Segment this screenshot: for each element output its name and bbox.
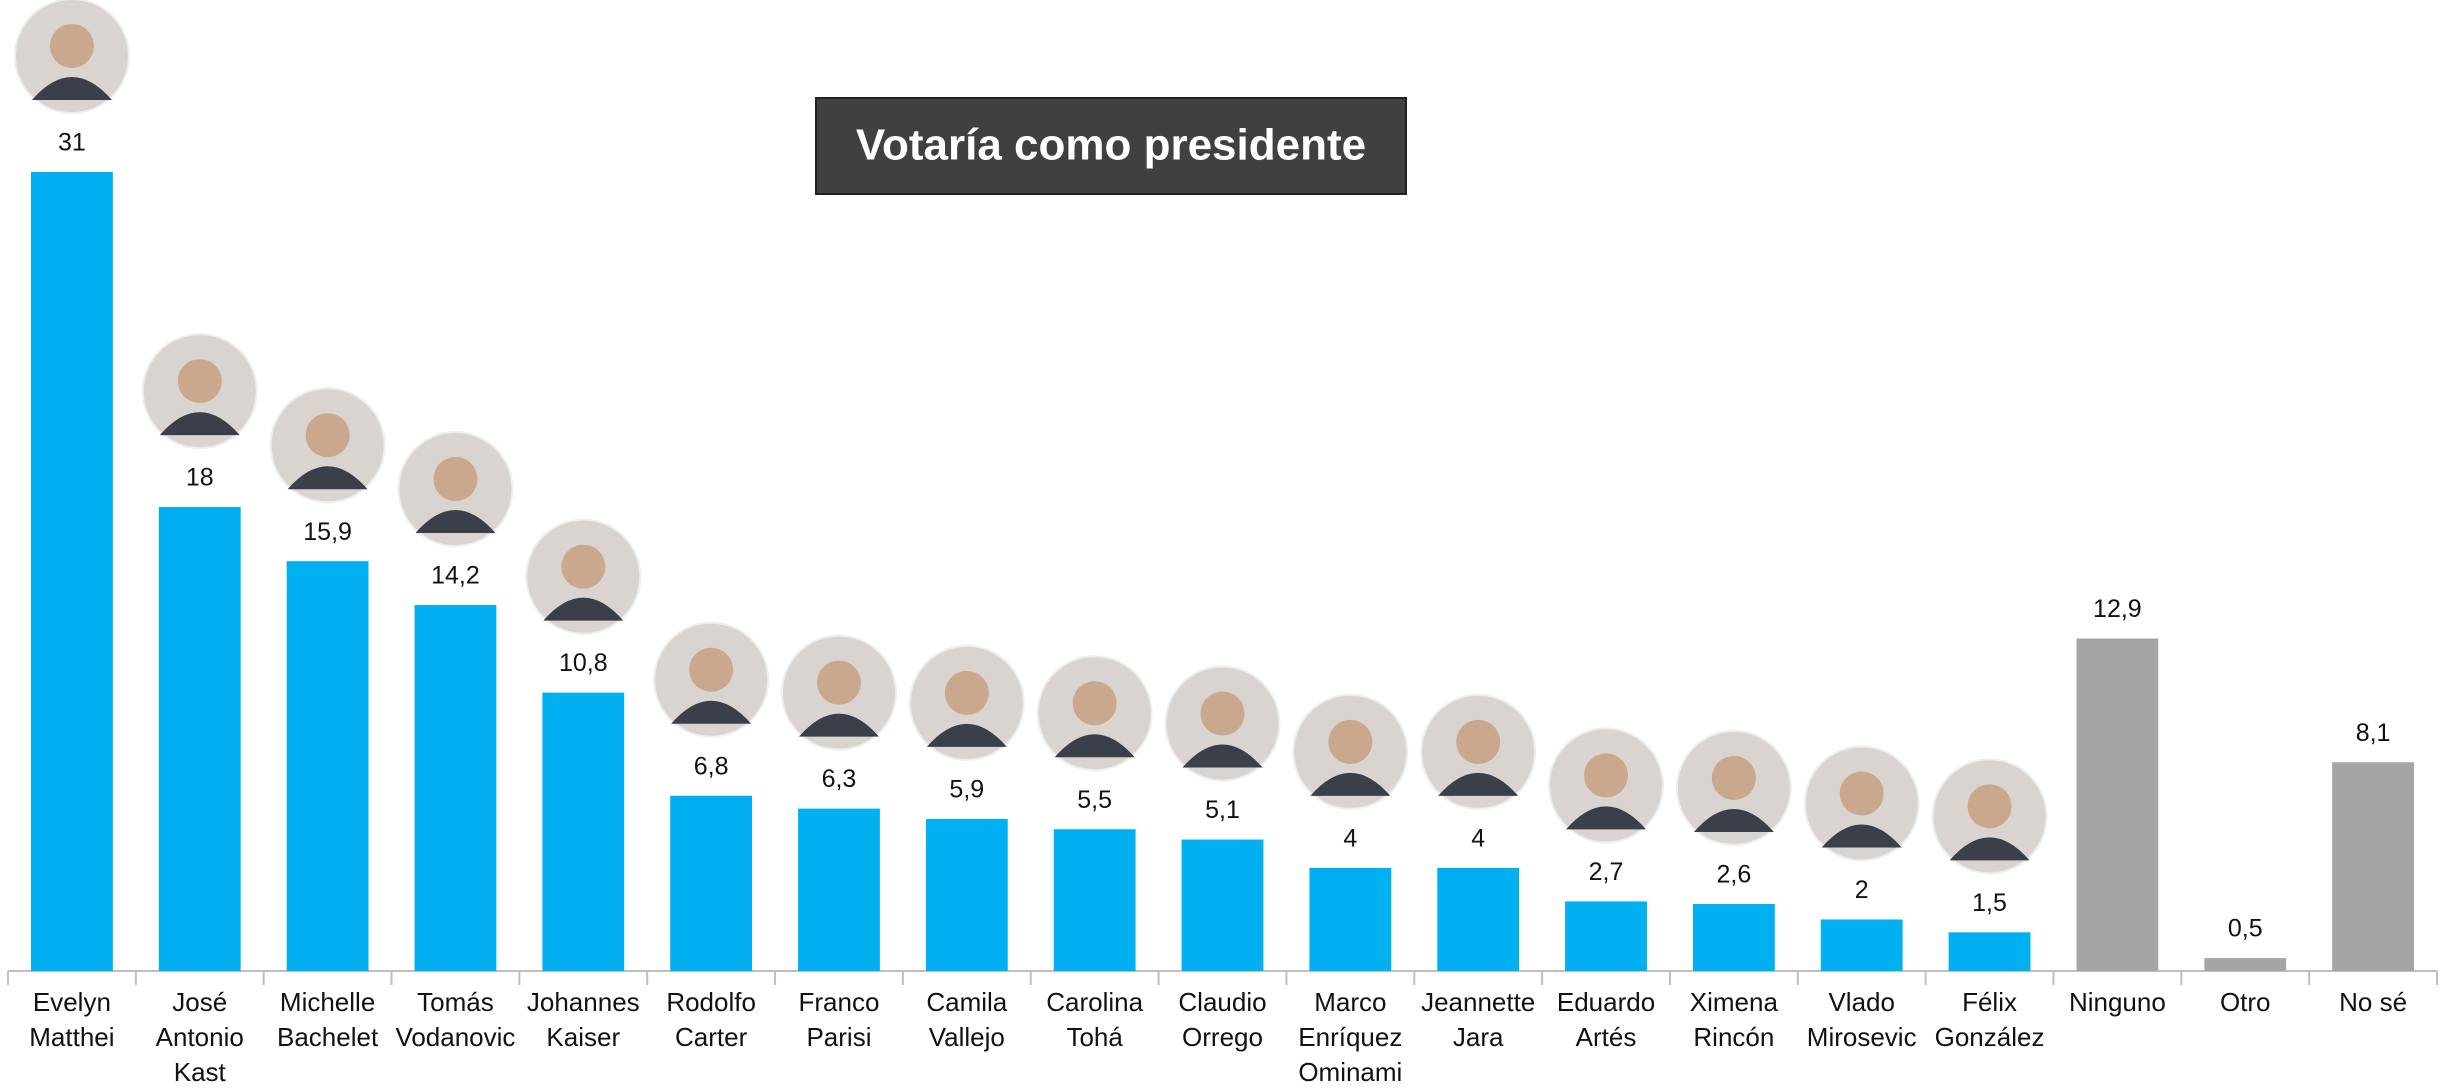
- photo-head: [689, 648, 733, 692]
- x-tick-label: Jeannette Jara: [1416, 985, 1540, 1055]
- x-tick-label: Michelle Bachelet: [266, 985, 390, 1055]
- bar: [1309, 868, 1391, 971]
- value-label: 14,2: [431, 562, 480, 590]
- bar: [287, 561, 369, 971]
- photo-head: [1584, 753, 1628, 797]
- x-tick-label: Evelyn Matthei: [10, 985, 134, 1055]
- x-tick-label: Félix González: [1928, 985, 2052, 1055]
- bar: [1821, 919, 1903, 971]
- x-tick-label: Marco Enríquez Ominami: [1288, 985, 1412, 1090]
- photo-head: [945, 671, 989, 715]
- value-label: 18: [186, 464, 214, 492]
- x-tick-label: Ninguno: [2055, 985, 2179, 1020]
- value-label: 5,9: [949, 776, 984, 804]
- x-tick-label: Otro: [2183, 985, 2307, 1020]
- bar: [1437, 868, 1519, 971]
- bar: [415, 605, 497, 971]
- bar: [1054, 829, 1136, 971]
- photo-head: [1201, 692, 1245, 736]
- photo-head: [1840, 771, 1884, 815]
- value-label: 0,5: [2228, 915, 2263, 943]
- value-label: 31: [58, 129, 86, 157]
- photo-head: [817, 661, 861, 705]
- value-label: 2,7: [1589, 858, 1624, 886]
- bar: [2076, 639, 2158, 971]
- photo-head: [1968, 784, 2012, 828]
- photo-head: [306, 413, 350, 457]
- value-label: 1,5: [1972, 889, 2007, 917]
- value-label: 10,8: [559, 649, 608, 677]
- photo-head: [561, 545, 605, 589]
- x-tick-label: Camila Vallejo: [905, 985, 1029, 1055]
- value-label: 5,5: [1077, 786, 1112, 814]
- x-tick-label: Carolina Tohá: [1033, 985, 1157, 1055]
- photo-head: [1328, 720, 1372, 764]
- chart-title: Votaría como presidente: [856, 121, 1366, 170]
- value-label: 8,1: [2356, 719, 2391, 747]
- bar: [670, 796, 752, 971]
- x-tick-label: Tomás Vodanovic: [393, 985, 517, 1055]
- x-tick-label: Ximena Rincón: [1672, 985, 1796, 1055]
- photo-head: [50, 24, 94, 68]
- bar: [1182, 840, 1264, 971]
- value-label: 2: [1855, 876, 1869, 904]
- photo-head: [1456, 720, 1500, 764]
- value-label: 6,8: [694, 752, 729, 780]
- photo-head: [433, 457, 477, 501]
- x-tick-label: Franco Parisi: [777, 985, 901, 1055]
- value-label: 4: [1343, 825, 1357, 853]
- x-tick-label: Johannes Kaiser: [521, 985, 645, 1055]
- bar: [2204, 958, 2286, 971]
- bar: [1949, 932, 2031, 971]
- bar: [159, 507, 241, 971]
- page: {"chart_data": {"type": "bar", "title": …: [0, 0, 2445, 1088]
- bar: [926, 819, 1008, 971]
- x-tick-label: Vlado Mirosevic: [1800, 985, 1924, 1055]
- x-tick-label: Rodolfo Carter: [649, 985, 773, 1055]
- value-label: 5,1: [1205, 796, 1240, 824]
- value-label: 15,9: [303, 518, 352, 546]
- bar: [2332, 762, 2414, 971]
- bar: [1565, 901, 1647, 971]
- x-tick-label: José Antonio Kast: [138, 985, 262, 1090]
- photo-head: [178, 359, 222, 403]
- value-label: 2,6: [1716, 861, 1751, 889]
- bar: [31, 172, 113, 971]
- value-label: 4: [1471, 825, 1485, 853]
- bar: [798, 809, 880, 971]
- bar: [542, 693, 624, 971]
- value-label: 12,9: [2093, 595, 2142, 623]
- photo-head: [1073, 681, 1117, 725]
- x-tick-label: Claudio Orrego: [1161, 985, 1285, 1055]
- photo-head: [1712, 756, 1756, 800]
- value-label: 6,3: [822, 765, 857, 793]
- chart: Votaría como presidente 31 18 15,9 14,2 10,8…: [0, 0, 2445, 1088]
- x-tick-label: No sé: [2311, 985, 2435, 1020]
- x-tick-label: Eduardo Artés: [1544, 985, 1668, 1055]
- bar: [1693, 904, 1775, 971]
